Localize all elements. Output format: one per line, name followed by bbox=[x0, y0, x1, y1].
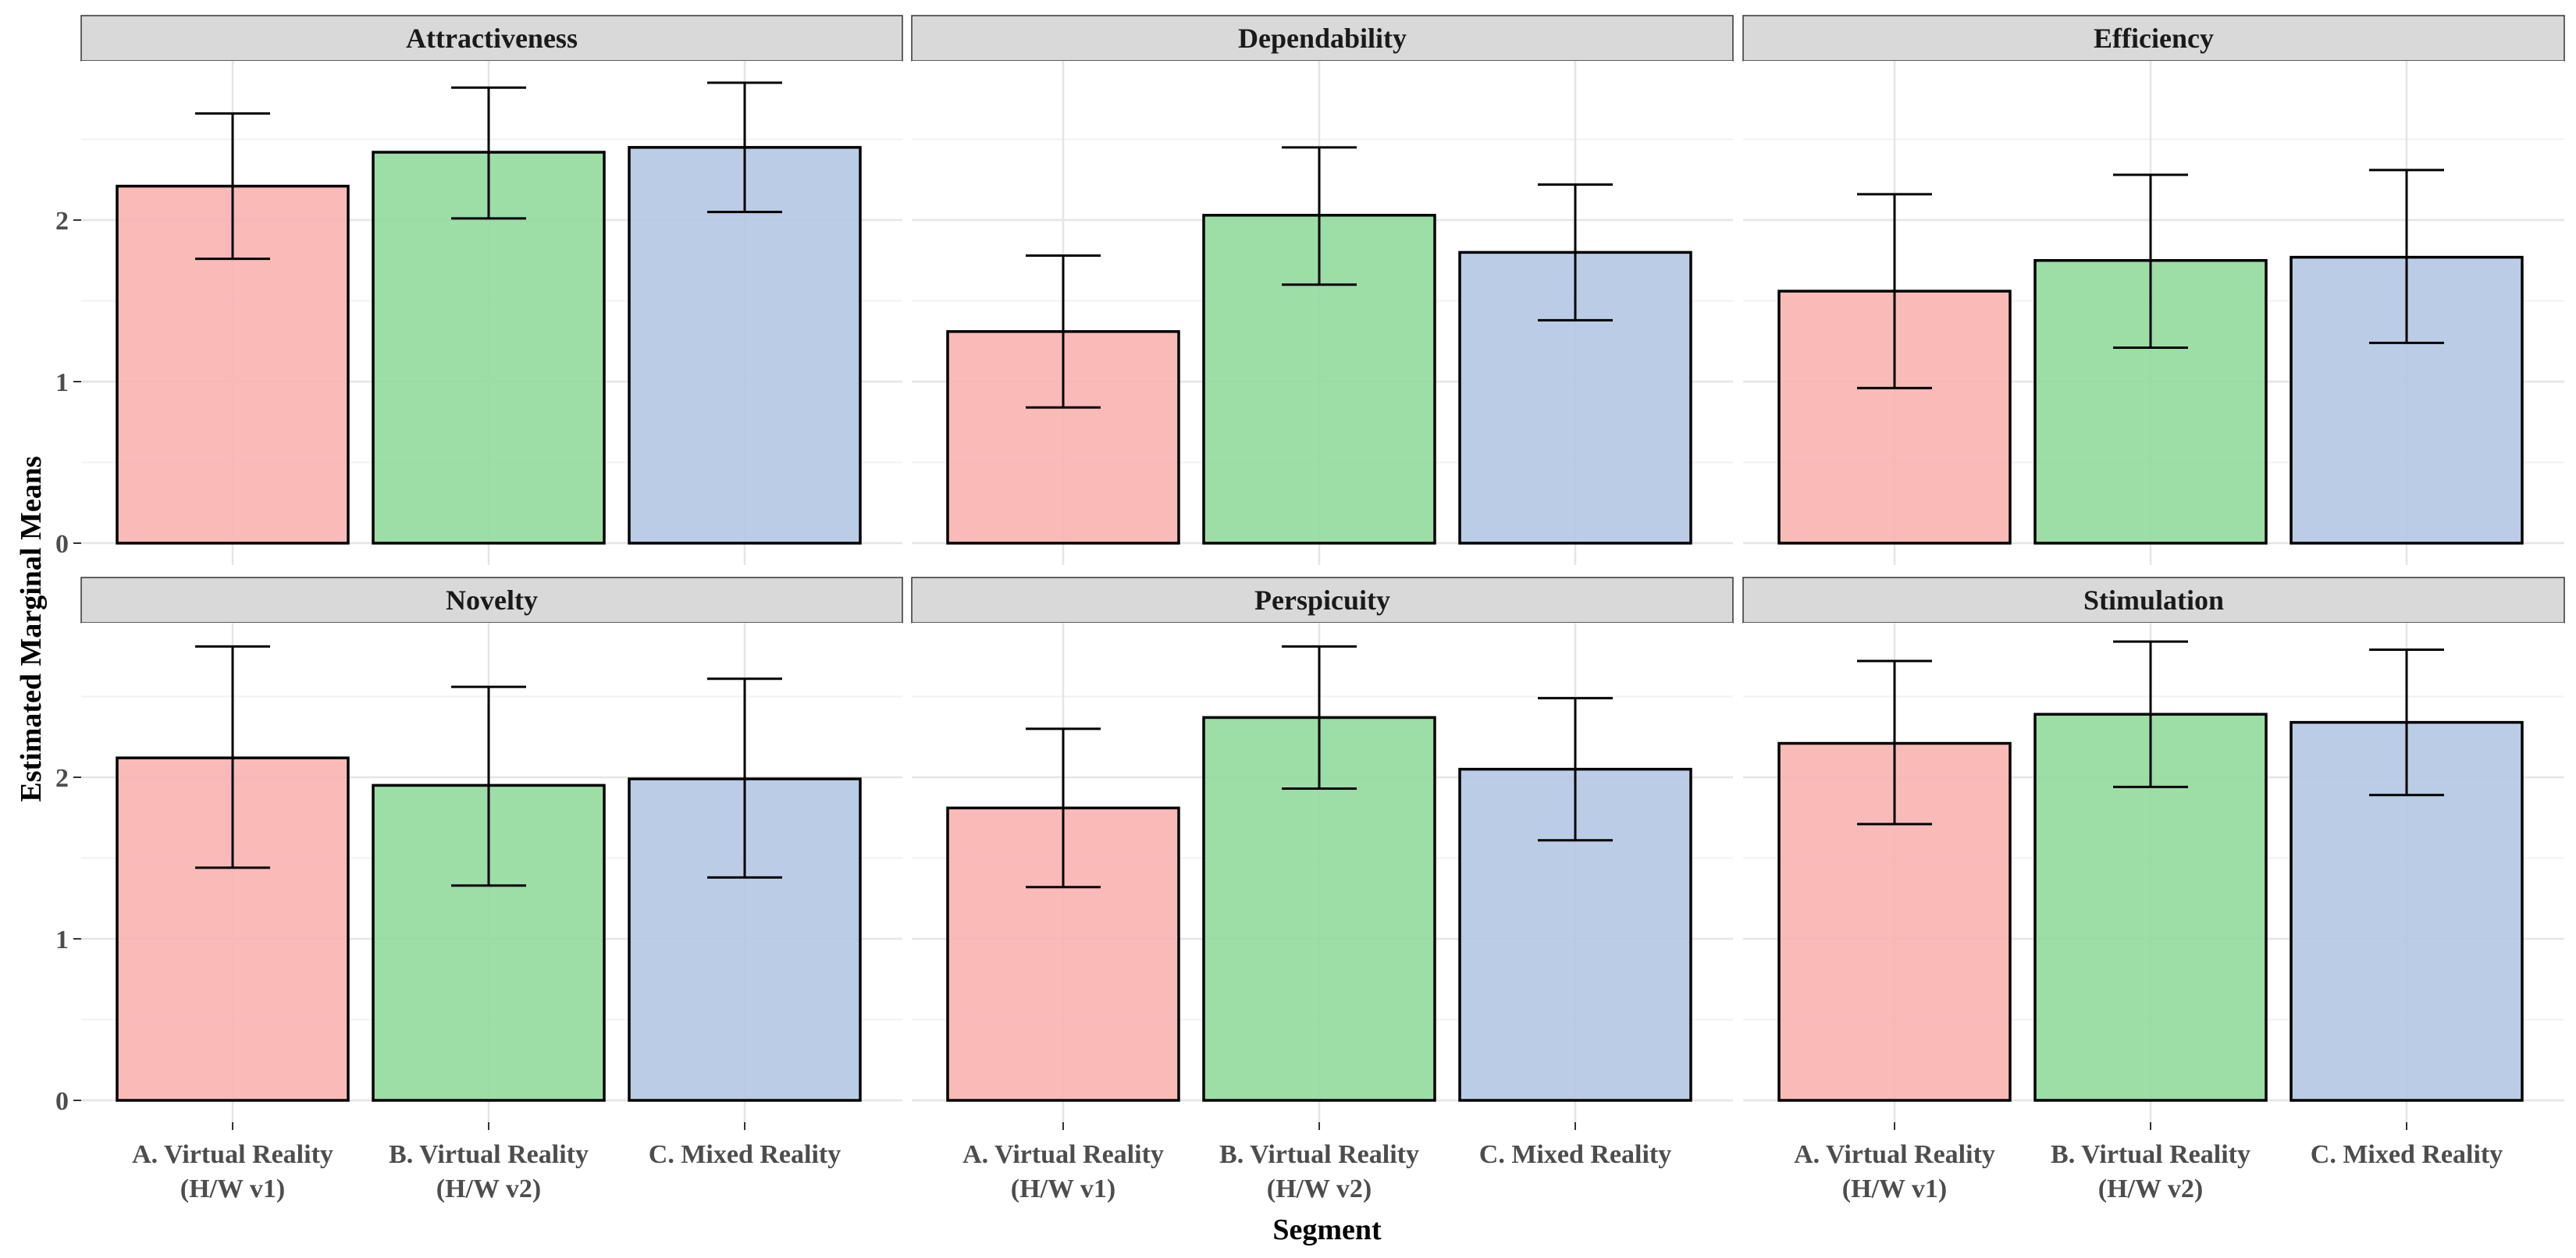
panel-dependability: Dependability bbox=[911, 15, 1734, 565]
bar bbox=[2033, 713, 2268, 1102]
strip-background bbox=[911, 15, 1734, 62]
y-tick-label: 2 bbox=[55, 764, 69, 793]
panel-attractiveness: Attractiveness 0 1 2 bbox=[55, 15, 903, 565]
x-tick-label: (H/W v1) bbox=[180, 1174, 285, 1203]
strip-title: Perspicuity bbox=[1254, 585, 1390, 616]
y-tick-label: 0 bbox=[55, 1087, 69, 1116]
x-tick-label: A. Virtual Reality bbox=[962, 1140, 1164, 1169]
x-tick-label: B. Virtual Reality bbox=[389, 1140, 589, 1169]
panels-layer: Attractiveness 0 1 2 Dependability Efficiency… bbox=[55, 15, 2565, 1203]
x-tick-label: (H/W v2) bbox=[2098, 1174, 2203, 1203]
x-tick-label: B. Virtual Reality bbox=[1219, 1140, 1419, 1169]
strip-title: Dependability bbox=[1238, 23, 1407, 54]
bar bbox=[628, 146, 862, 545]
x-tick-label: A. Virtual Reality bbox=[1794, 1140, 1995, 1169]
x-tick-label: C. Mixed Reality bbox=[649, 1140, 841, 1169]
strip-title: Novelty bbox=[446, 585, 538, 616]
x-tick-label: B. Virtual Reality bbox=[2051, 1140, 2250, 1169]
panel-efficiency: Efficiency bbox=[1742, 15, 2565, 565]
y-tick-label: 0 bbox=[55, 530, 69, 559]
panel-novelty: Novelty 0 1 2 A. Virtual Reality (H/W v1) B. V… bbox=[55, 577, 903, 1203]
strip-title: Efficiency bbox=[2094, 23, 2214, 54]
x-tick-label: (H/W v1) bbox=[1011, 1174, 1115, 1203]
strip-background bbox=[80, 15, 903, 62]
x-axis-title: Segment bbox=[1272, 1214, 1382, 1246]
x-tick-label: (H/W v2) bbox=[1267, 1174, 1372, 1203]
strip-background bbox=[911, 577, 1734, 624]
y-tick-label: 1 bbox=[55, 368, 69, 397]
strip-title: Stimulation bbox=[2083, 585, 2224, 616]
strip-title: Attractiveness bbox=[406, 23, 578, 54]
x-tick-label: (H/W v1) bbox=[1842, 1174, 1947, 1203]
strip-background bbox=[1742, 15, 2565, 62]
y-tick-label: 2 bbox=[55, 207, 69, 236]
y-axis-title: Estimated Marginal Means bbox=[15, 456, 48, 801]
x-tick-label: C. Mixed Reality bbox=[2311, 1140, 2503, 1169]
panel-perspicuity: Perspicuity A. Virtual Reality (H/W v1) B. … bbox=[911, 577, 1734, 1203]
y-tick-label: 1 bbox=[55, 926, 69, 954]
x-tick-label: A. Virtual Reality bbox=[132, 1140, 333, 1169]
strip-background bbox=[1742, 577, 2565, 624]
x-tick-label: (H/W v2) bbox=[436, 1174, 541, 1203]
x-tick-label: C. Mixed Reality bbox=[1479, 1140, 1671, 1169]
panel-stimulation: Stimulation A. Virtual Reality (H/W v1) B. … bbox=[1742, 577, 2565, 1203]
strip-background bbox=[80, 577, 903, 624]
